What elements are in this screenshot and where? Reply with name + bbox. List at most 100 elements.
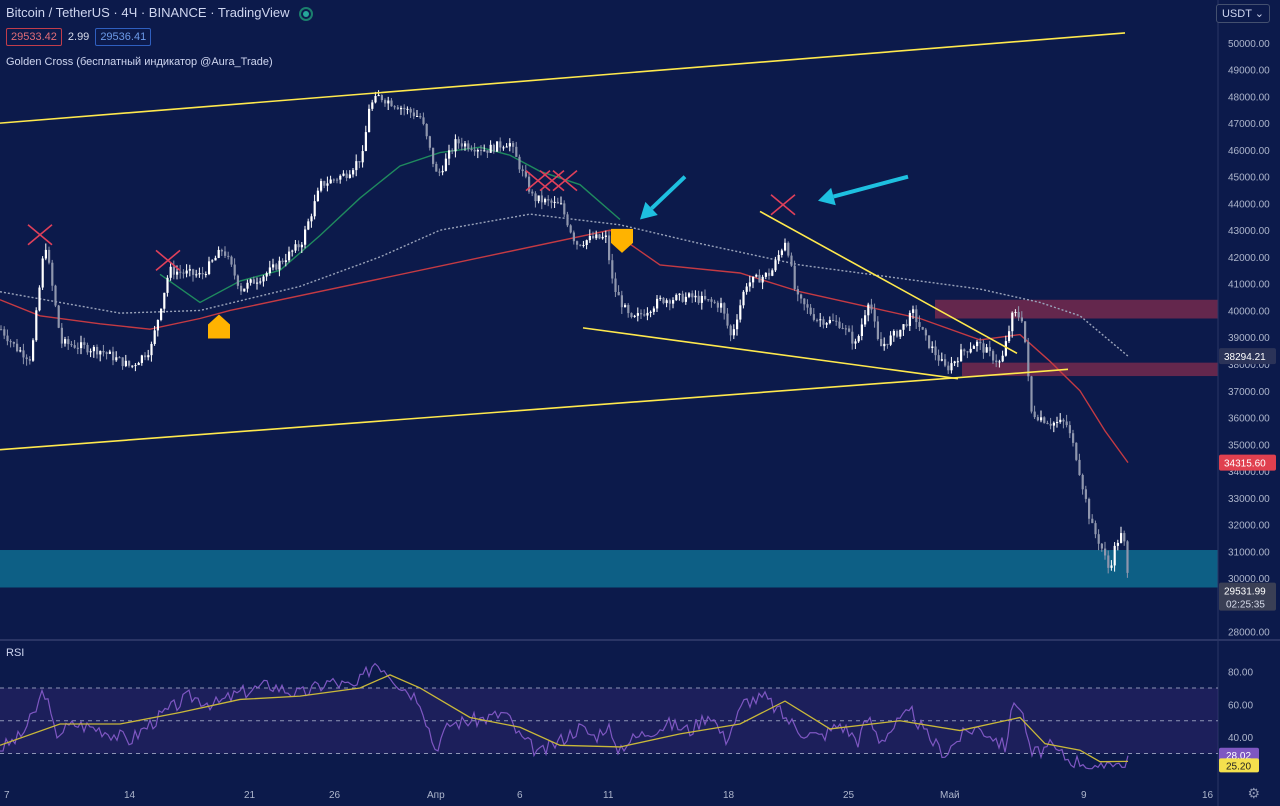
trend-line-0: [0, 32, 1126, 124]
candle-body: [380, 95, 383, 101]
candle-body: [796, 289, 799, 295]
candle-body: [233, 264, 236, 276]
arrow-head-icon: [640, 201, 658, 220]
countdown-label: 02:25:35: [1226, 600, 1265, 611]
price-axis-tick: 40000.00: [1228, 306, 1270, 317]
sell-price-button[interactable]: 29533.42: [6, 28, 62, 46]
candle-body: [499, 141, 502, 148]
candle-body: [80, 342, 83, 349]
candle-body: [931, 346, 934, 349]
candle-body: [739, 305, 742, 320]
candle-body: [204, 274, 207, 276]
candle-body: [643, 314, 646, 316]
candle-body: [716, 302, 719, 308]
candle-body: [278, 260, 281, 270]
candle-body: [144, 355, 147, 358]
price-axis-tick: 47000.00: [1228, 119, 1270, 130]
candle-body: [617, 291, 620, 296]
settings-gear-icon[interactable]: ⚙: [1247, 785, 1260, 801]
candle-body: [697, 295, 700, 303]
arrow-shaft-1: [832, 174, 909, 199]
candle-body: [582, 245, 585, 247]
candle-body: [374, 96, 377, 103]
rsi-axis-tick: 80.00: [1228, 668, 1253, 679]
candle-body: [944, 359, 947, 366]
ma-fast-line: [159, 146, 621, 304]
price-axis-tick: 39000.00: [1228, 333, 1270, 344]
candle-body: [179, 271, 182, 273]
price-axis-tick: 33000.00: [1228, 494, 1270, 505]
candle-body: [400, 107, 403, 110]
candle-body: [841, 327, 844, 329]
sell-cross-icon: [27, 224, 53, 246]
candle-body: [275, 264, 278, 270]
candle-body: [6, 335, 9, 342]
time-axis-tick: Май: [940, 790, 960, 801]
candle-body: [620, 295, 623, 308]
candle-body: [928, 335, 931, 349]
candle-body: [92, 346, 95, 352]
candle-body: [476, 150, 479, 152]
candle-body: [300, 244, 303, 248]
candle-body: [323, 181, 326, 186]
candle-body: [441, 170, 444, 173]
indicator-legend[interactable]: Golden Cross (бесплатный индикатор @Aura…: [6, 56, 273, 68]
candle-body: [502, 147, 505, 149]
time-axis-tick: 9: [1081, 790, 1087, 801]
candle-body: [585, 240, 588, 246]
candle-body: [1123, 533, 1126, 542]
spread-value: 2.99: [67, 31, 90, 43]
candle-body: [169, 266, 172, 278]
candle-body: [444, 158, 447, 171]
candle-body: [214, 257, 217, 261]
buy-price-button[interactable]: 29536.41: [95, 28, 152, 46]
price-axis-tick: 37000.00: [1228, 387, 1270, 398]
candle-body: [1110, 565, 1113, 568]
candle-body: [464, 143, 467, 147]
candle-body: [19, 350, 22, 352]
candle-body: [1068, 425, 1071, 434]
candle-body: [51, 262, 54, 286]
candle-body: [963, 349, 966, 352]
candle-body: [259, 281, 262, 283]
time-axis-tick: 16: [1202, 790, 1214, 801]
candle-body: [614, 278, 617, 292]
candle-body: [969, 348, 972, 353]
price-axis-tick: 28000.00: [1228, 628, 1270, 639]
candle-body: [412, 112, 415, 117]
candle-body: [518, 156, 521, 170]
candle-body: [384, 100, 387, 104]
candle-body: [924, 329, 927, 336]
time-axis-tick: 7: [4, 790, 10, 801]
candle-body: [0, 329, 3, 331]
candle-body: [985, 347, 988, 353]
candle-body: [361, 151, 364, 163]
price-tag-bg: [1219, 454, 1276, 471]
candle-body: [124, 360, 127, 367]
candle-body: [595, 234, 598, 239]
candle-body: [806, 304, 809, 308]
candle-body: [598, 234, 601, 239]
currency-selector[interactable]: USDT ⌄: [1215, 4, 1270, 23]
candle-body: [252, 279, 255, 284]
candle-body: [1100, 543, 1103, 549]
candle-body: [243, 288, 246, 292]
candle-body: [729, 325, 732, 336]
price-axis-tick: 41000.00: [1228, 280, 1270, 291]
candle-body: [1008, 331, 1011, 342]
time-axis-tick: 11: [603, 790, 614, 801]
price-axis-tick: 30000.00: [1228, 574, 1270, 585]
rsi-legend[interactable]: RSI: [6, 647, 25, 659]
chart-header: Bitcoin / TetherUS · 4Ч · BINANCE · Trad…: [6, 5, 314, 21]
candle-body: [147, 355, 150, 358]
candle-body: [912, 309, 915, 313]
symbol-title[interactable]: Bitcoin / TetherUS · 4Ч · BINANCE · Trad…: [6, 5, 290, 20]
time-axis-tick: 26: [329, 790, 341, 801]
candle-body: [291, 250, 294, 252]
candle-body: [771, 270, 774, 276]
candle-body: [256, 282, 259, 284]
candle-body: [419, 115, 422, 118]
candle-body: [89, 351, 92, 353]
candle-body: [326, 183, 329, 186]
